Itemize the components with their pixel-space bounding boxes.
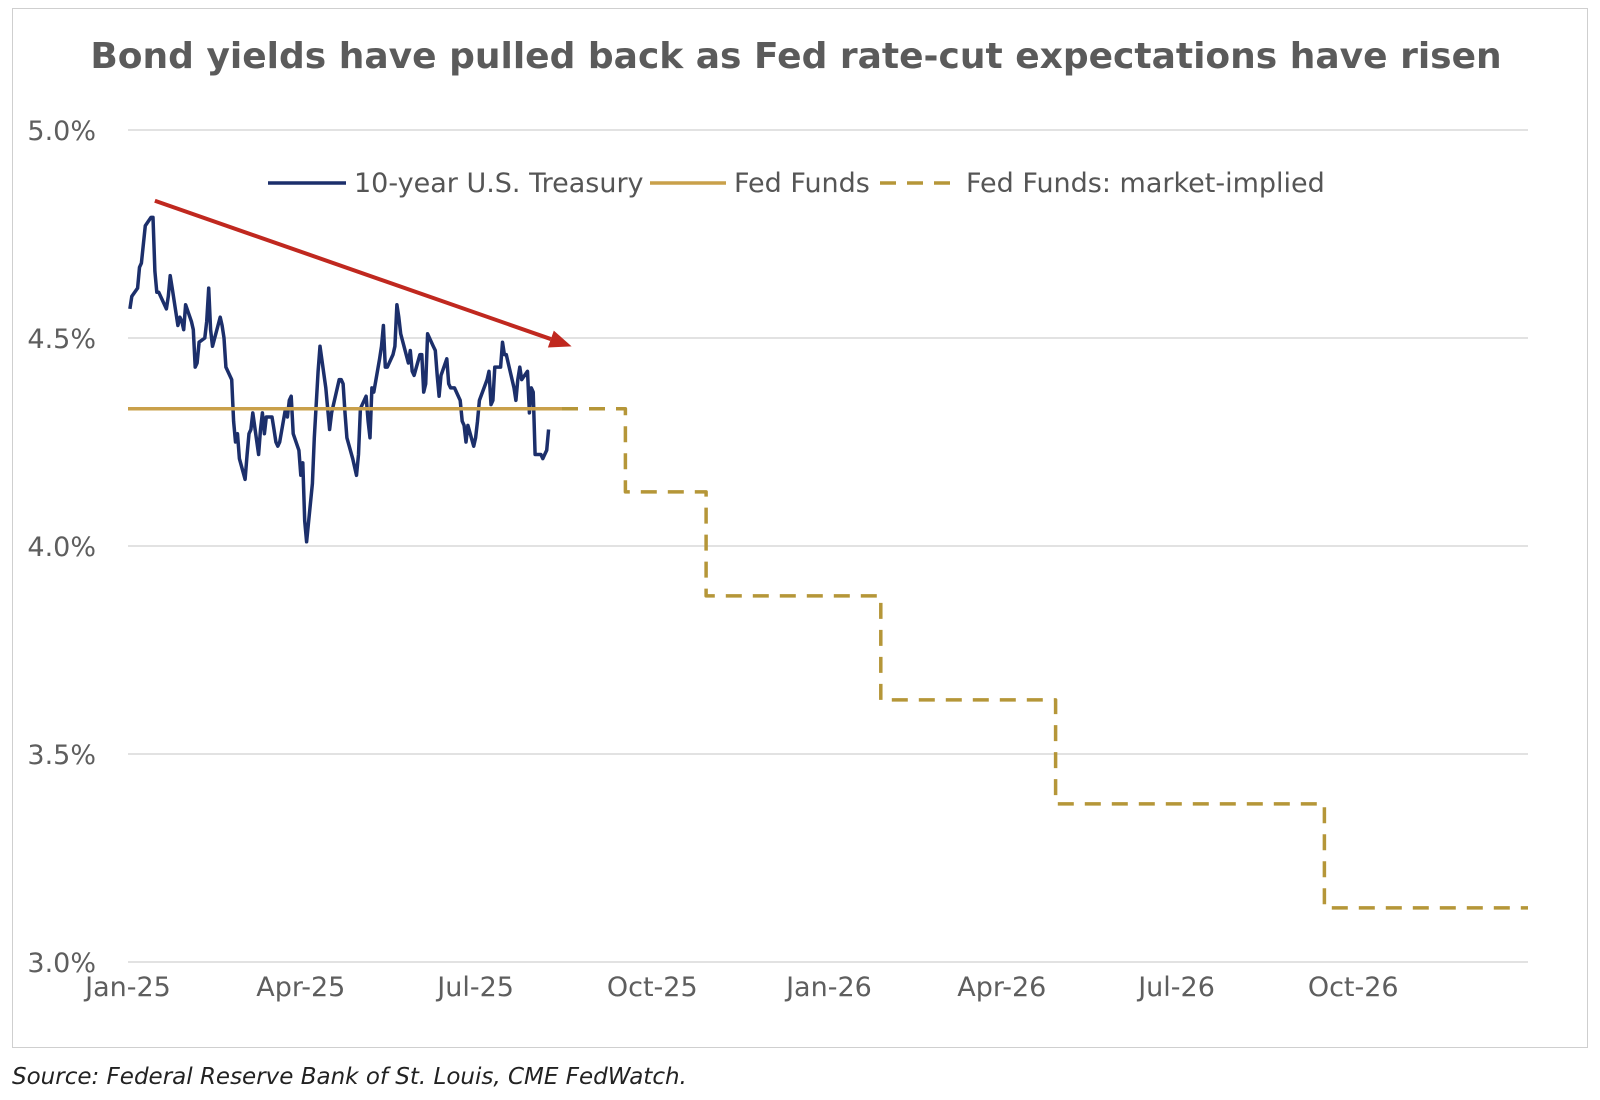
series-line-treasury [128,215,551,544]
y-tick-label: 3.5% [27,740,96,771]
legend-label: Fed Funds: market-implied [966,168,1325,199]
trend-arrow-shaft [154,198,552,341]
series-group [128,215,1528,910]
y-axis: 3.0% 3.5% 4.0% 4.5% 5.0% [27,116,96,979]
series-line-fed-funds-implied [562,406,1528,910]
y-tick-label: 4.0% [27,532,96,563]
y-tick-label: 4.5% [27,324,96,355]
annotations [154,198,572,348]
grid-lines [128,129,1528,963]
x-tick-label: Jul-26 [1136,972,1215,1003]
x-tick-label: Jul-25 [435,972,514,1003]
x-tick-label: Jan-26 [784,972,872,1003]
x-tick-label: Oct-25 [607,972,698,1003]
y-tick-label: 5.0% [27,116,96,147]
x-axis: Jan-25 Apr-25 Jul-25 Oct-25 Jan-26 Apr-26 Jul-… [83,972,1399,1003]
x-tick-label: Jan-25 [83,972,171,1003]
x-tick-label: Oct-26 [1308,972,1399,1003]
legend-label: 10-year U.S. Treasury [354,168,644,199]
x-tick-label: Apr-26 [957,972,1046,1003]
trend-arrow-head [547,330,572,348]
source-note: Source: Federal Reserve Bank of St. Loui… [12,1064,687,1090]
y-tick-label: 3.0% [27,948,96,979]
x-tick-label: Apr-25 [256,972,345,1003]
legend-label: Fed Funds [734,168,870,199]
legend: 10-year U.S. Treasury Fed Funds Fed Funds:… [268,168,1325,199]
chart-title: Bond yields have pulled back as Fed rate… [90,36,1501,77]
